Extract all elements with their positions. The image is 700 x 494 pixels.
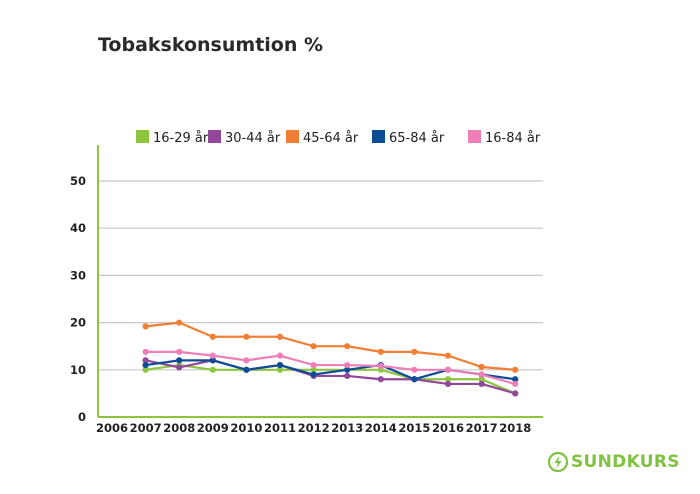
- x-tick-label: 2012: [298, 421, 330, 435]
- y-tick-labels: 0 10 20 30 40 50: [70, 174, 86, 424]
- data-point: [310, 343, 317, 350]
- data-point: [276, 352, 284, 359]
- data-point: [209, 366, 216, 373]
- data-point: [344, 361, 351, 369]
- x-tick-label: 2007: [130, 421, 162, 435]
- legend-swatch: [208, 130, 221, 143]
- data-point: [411, 348, 418, 355]
- data-point: [478, 371, 485, 378]
- legend-swatch: [136, 130, 149, 143]
- x-tick-label: 2008: [163, 421, 195, 435]
- data-point: [209, 357, 216, 364]
- legend-swatch: [372, 130, 385, 143]
- data-point: [444, 380, 452, 388]
- data-point: [310, 361, 317, 369]
- data-point: [142, 357, 149, 364]
- data-point: [411, 366, 418, 373]
- y-tick-label: 0: [78, 410, 86, 424]
- y-tick-label: 10: [70, 363, 86, 377]
- y-tick-label: 40: [70, 221, 86, 235]
- y-tick-label: 50: [70, 174, 86, 188]
- data-point: [142, 348, 149, 355]
- data-point: [478, 363, 485, 371]
- data-point: [176, 348, 183, 355]
- legend-label: 65-84 år: [389, 131, 445, 146]
- x-tick-label: 2015: [398, 421, 430, 435]
- legend-label: 30-44 år: [225, 131, 281, 146]
- data-point: [444, 366, 452, 373]
- data-point: [344, 372, 351, 380]
- series-lines: [145, 321, 516, 395]
- x-tick-label: 2006: [96, 421, 128, 435]
- data-point: [176, 357, 183, 364]
- data-point: [209, 352, 216, 359]
- x-tick-labels: 2006 2007 2008 2009 2010 2011 2012 2013 2014 2015…: [96, 421, 531, 435]
- series-line-3: [145, 321, 516, 371]
- data-point: [478, 376, 485, 383]
- x-tick-label: 2014: [365, 421, 397, 435]
- data-point: [276, 361, 284, 369]
- series-line-1: [145, 363, 516, 395]
- data-point: [276, 366, 284, 373]
- legend-label: 45-64 år: [303, 131, 359, 146]
- legend-label: 16-29 år: [153, 131, 209, 146]
- x-tick-label: 2017: [466, 421, 498, 435]
- data-point: [444, 376, 452, 383]
- x-tick-label: 2010: [230, 421, 262, 435]
- series-line-2: [145, 359, 516, 395]
- data-point: [377, 348, 384, 355]
- data-point: [411, 376, 418, 383]
- data-point: [142, 323, 149, 330]
- data-point: [142, 366, 149, 373]
- brand-name: SUNDKURS: [571, 452, 680, 472]
- data-point: [243, 357, 250, 364]
- lightning-circle-icon: [547, 451, 569, 473]
- data-point: [344, 343, 351, 350]
- x-tick-label: 2013: [331, 421, 363, 435]
- series-line-5: [145, 350, 516, 386]
- legend-label: 16-84 år: [485, 131, 541, 146]
- legend-swatch: [468, 130, 481, 143]
- data-point: [176, 319, 183, 326]
- data-point: [512, 366, 519, 373]
- y-tick-label: 30: [70, 268, 86, 282]
- x-tick-label: 2011: [264, 421, 296, 435]
- x-tick-label: 2018: [499, 421, 531, 435]
- data-point: [142, 361, 149, 369]
- x-tick-label: 2016: [432, 421, 464, 435]
- data-point: [478, 380, 485, 388]
- brand-logo: SUNDKURS: [547, 451, 680, 473]
- data-point: [444, 352, 452, 359]
- data-point: [176, 364, 183, 371]
- data-point: [243, 366, 250, 373]
- y-tick-label: 20: [70, 316, 86, 330]
- data-point: [512, 380, 519, 388]
- axes: [97, 145, 543, 418]
- grid-lines: [98, 180, 543, 371]
- data-point: [512, 376, 519, 383]
- data-point: [310, 371, 317, 378]
- data-point: [344, 366, 351, 373]
- data-point: [209, 333, 216, 340]
- data-point: [377, 376, 384, 383]
- data-point: [512, 390, 519, 397]
- data-point: [310, 366, 317, 373]
- data-point: [377, 362, 384, 370]
- data-point: [276, 333, 284, 340]
- series-points: [142, 319, 519, 397]
- data-point: [243, 333, 250, 340]
- chart-title: Tobakskonsumtion %: [98, 34, 324, 56]
- legend-swatch: [286, 130, 299, 143]
- x-tick-label: 2009: [197, 421, 229, 435]
- legend: 16-29 år 30-44 år 45-64 år 65-84 år 16-84 år: [136, 130, 541, 146]
